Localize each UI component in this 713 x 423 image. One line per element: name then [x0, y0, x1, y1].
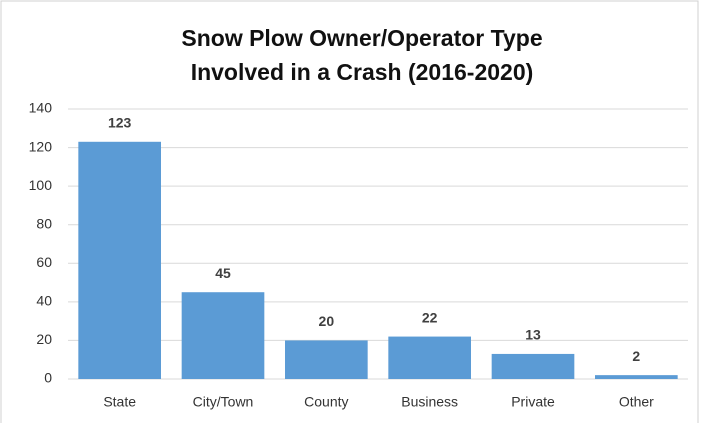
bar — [491, 353, 575, 379]
chart-title: Snow Plow Owner/Operator Type — [181, 25, 542, 51]
data-label: 20 — [319, 313, 335, 329]
x-tick-label: City/Town — [193, 394, 254, 410]
x-tick-label: County — [304, 394, 348, 410]
x-tick-label: Private — [511, 394, 555, 410]
y-tick-label: 140 — [29, 100, 53, 116]
y-tick-label: 20 — [36, 331, 52, 347]
data-label: 2 — [632, 348, 640, 364]
data-label: 123 — [108, 114, 132, 130]
y-tick-label: 0 — [44, 370, 52, 386]
x-tick-label: Business — [401, 394, 458, 410]
bar — [285, 340, 368, 379]
chart-title: Involved in a Crash (2016-2020) — [191, 59, 534, 85]
data-label: 45 — [215, 265, 231, 281]
bar — [181, 292, 265, 379]
data-label: 13 — [525, 327, 541, 343]
bar — [595, 375, 678, 379]
y-tick-label: 40 — [36, 293, 52, 309]
y-tick-label: 100 — [29, 177, 53, 193]
x-tick-label: Other — [619, 394, 654, 410]
x-tick-label: State — [103, 394, 136, 410]
bar — [78, 141, 161, 379]
y-tick-label: 120 — [29, 138, 53, 154]
data-label: 22 — [422, 309, 438, 325]
y-tick-label: 60 — [36, 254, 52, 270]
bar — [388, 336, 471, 379]
y-tick-label: 80 — [36, 215, 52, 231]
